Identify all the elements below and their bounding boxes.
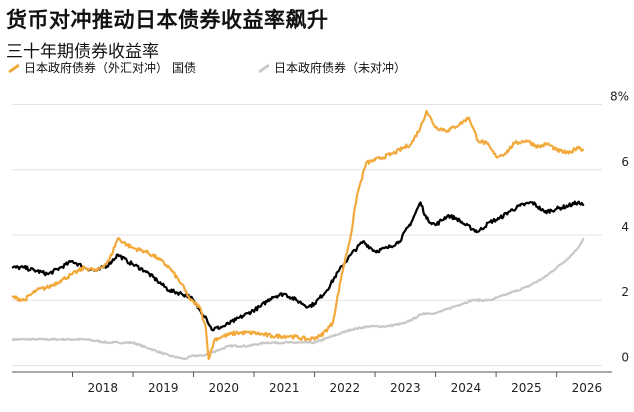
- legend-item-hedged: 日本政府债券（外汇对冲）: [8, 60, 168, 76]
- legend: 日本政府债券（外汇对冲） 国债 日本政府债券（未对冲）: [0, 60, 634, 82]
- legend-label-hedged: 日本政府债券（外汇对冲）: [24, 61, 169, 75]
- x-tick-label: 2025: [511, 381, 542, 395]
- y-tick-label: 4: [621, 220, 629, 234]
- y-tick-label: 8%: [610, 90, 629, 104]
- x-tick-label: 2018: [87, 381, 118, 395]
- x-tick-label: 2023: [390, 381, 421, 395]
- x-axis: 2018 2019 2020 2021 2022 2023 2024 2025 2026: [12, 371, 612, 395]
- series-hedged-line: [11, 109, 585, 361]
- grid-lines: [12, 104, 602, 366]
- x-tick-label: 2024: [451, 381, 482, 395]
- legend-label-treasury: 国债: [172, 61, 197, 75]
- y-axis-labels: 0 2 4 6 8%: [610, 90, 629, 365]
- series-layer: [11, 109, 585, 361]
- x-tick-label: 2020: [209, 381, 240, 395]
- y-tick-label: 0: [621, 350, 629, 364]
- legend-item-unhedged: 日本政府债券（未对冲）: [258, 60, 406, 76]
- x-tick-label: 2026: [572, 381, 603, 395]
- x-tick-label: 2019: [148, 381, 179, 395]
- legend-label-unhedged: 日本政府债券（未对冲）: [274, 61, 407, 75]
- y-tick-label: 6: [621, 155, 629, 169]
- x-tick-label: 2021: [269, 381, 300, 395]
- series-unhedged-line: [11, 237, 585, 361]
- chart-title: 货币对冲推动日本债券收益率飙升: [6, 8, 329, 32]
- chart-subtitle: 三十年期债券收益率: [6, 42, 159, 62]
- x-tick-label: 2022: [330, 381, 361, 395]
- y-tick-label: 2: [621, 285, 629, 299]
- legend-item-treasury: 国债: [172, 60, 196, 76]
- series-treasury-line: [11, 200, 585, 332]
